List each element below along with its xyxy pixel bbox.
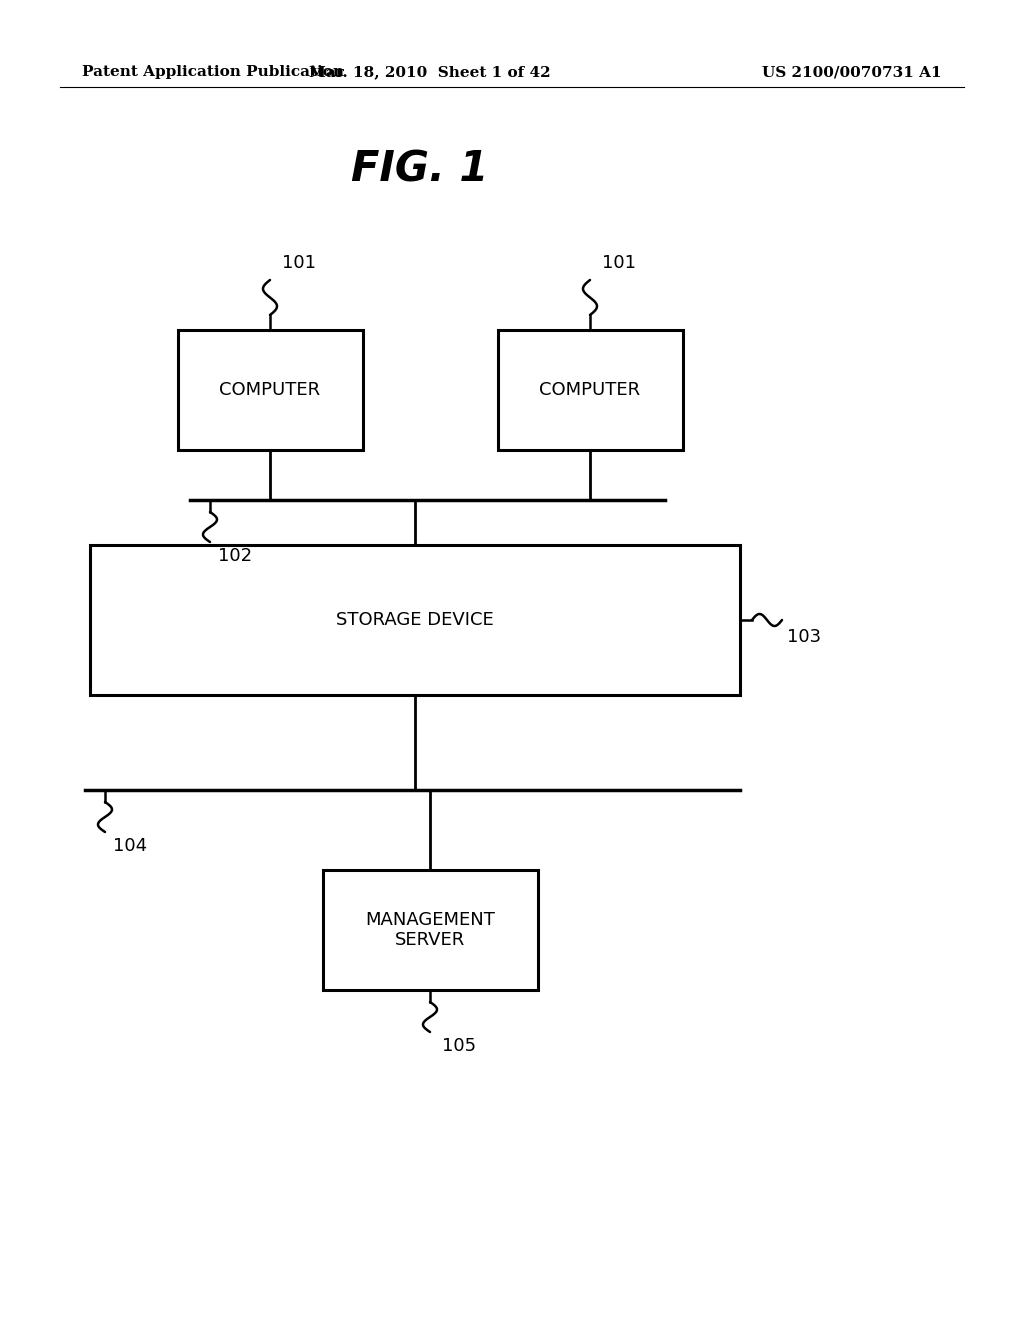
Text: 104: 104 xyxy=(113,837,147,855)
Text: 101: 101 xyxy=(602,253,636,272)
Text: 103: 103 xyxy=(787,628,821,645)
Text: FIG. 1: FIG. 1 xyxy=(351,149,488,191)
Text: Patent Application Publication: Patent Application Publication xyxy=(82,65,344,79)
Text: US 2100/0070731 A1: US 2100/0070731 A1 xyxy=(763,65,942,79)
Text: COMPUTER: COMPUTER xyxy=(219,381,321,399)
FancyBboxPatch shape xyxy=(323,870,538,990)
Text: STORAGE DEVICE: STORAGE DEVICE xyxy=(336,611,494,630)
FancyBboxPatch shape xyxy=(177,330,362,450)
FancyBboxPatch shape xyxy=(90,545,740,696)
Text: COMPUTER: COMPUTER xyxy=(540,381,641,399)
FancyBboxPatch shape xyxy=(498,330,683,450)
Text: 101: 101 xyxy=(282,253,316,272)
Text: MANAGEMENT
SERVER: MANAGEMENT SERVER xyxy=(366,911,495,949)
Text: Mar. 18, 2010  Sheet 1 of 42: Mar. 18, 2010 Sheet 1 of 42 xyxy=(309,65,551,79)
Text: 102: 102 xyxy=(218,546,252,565)
Text: 105: 105 xyxy=(442,1038,476,1055)
